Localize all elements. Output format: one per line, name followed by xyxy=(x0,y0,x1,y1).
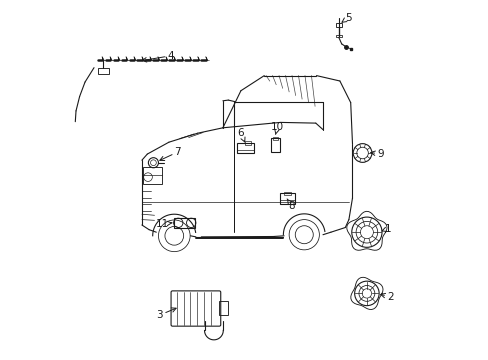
Text: 10: 10 xyxy=(270,122,284,134)
Bar xyxy=(218,301,227,315)
Text: 4: 4 xyxy=(142,51,174,62)
Text: 3: 3 xyxy=(156,308,176,320)
Bar xyxy=(270,138,280,152)
Bar xyxy=(244,141,250,145)
Text: 5: 5 xyxy=(341,13,351,23)
Text: 2: 2 xyxy=(380,292,393,302)
Bar xyxy=(335,35,341,37)
Bar xyxy=(335,23,342,27)
Bar xyxy=(236,143,253,153)
Text: 1: 1 xyxy=(381,224,391,234)
Text: 7: 7 xyxy=(160,147,181,161)
Bar xyxy=(272,137,277,140)
Bar xyxy=(174,218,195,228)
Text: 11: 11 xyxy=(156,219,172,229)
Text: 9: 9 xyxy=(370,149,383,159)
Text: 6: 6 xyxy=(237,128,244,142)
Bar xyxy=(98,68,109,74)
Text: 8: 8 xyxy=(286,199,295,211)
Bar xyxy=(284,192,290,195)
Bar xyxy=(142,167,162,184)
Bar xyxy=(279,193,294,204)
